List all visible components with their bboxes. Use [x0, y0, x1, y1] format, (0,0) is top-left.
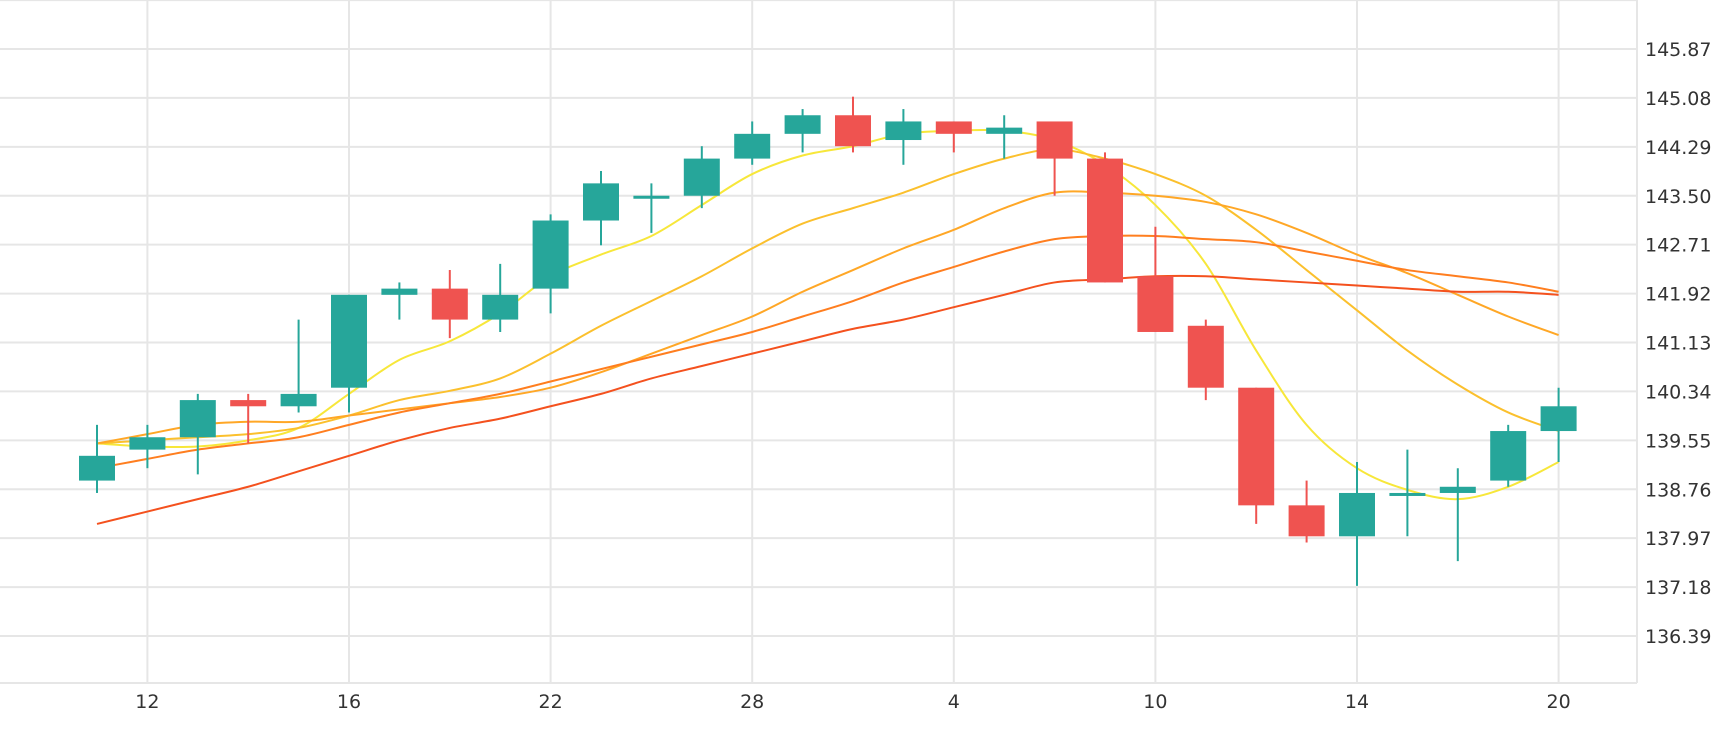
x-tick-label: 14 — [1345, 691, 1369, 713]
candle-body — [1087, 158, 1123, 283]
y-tick-label: 140.34 — [1645, 381, 1711, 403]
x-axis-labels: 12 16 22 28 4 10 14 20 — [135, 691, 1570, 713]
candle — [1389, 449, 1426, 537]
candle-body — [1288, 505, 1325, 537]
x-tick-label: 28 — [740, 691, 764, 713]
candle — [482, 263, 519, 332]
candle-body — [1540, 406, 1577, 432]
y-tick-label: 136.39 — [1645, 626, 1711, 648]
x-tick-label: 10 — [1143, 691, 1167, 713]
candles — [79, 96, 1577, 586]
candle-body — [734, 133, 771, 159]
candle-body — [1187, 325, 1224, 388]
moving-average-lines — [96, 128, 1560, 525]
candle — [1439, 468, 1476, 562]
candle-body — [633, 195, 670, 199]
y-tick-label: 145.87 — [1645, 39, 1711, 61]
candle-body — [431, 288, 468, 320]
candle-body — [230, 400, 267, 407]
y-tick-label: 141.13 — [1645, 333, 1711, 355]
candle — [885, 109, 922, 165]
candle-body — [482, 294, 519, 320]
y-tick-label: 141.92 — [1645, 284, 1711, 306]
candle-body — [835, 115, 871, 147]
candle-body — [885, 121, 922, 141]
candle — [935, 121, 972, 153]
candle-body — [935, 121, 972, 134]
candle — [431, 270, 468, 339]
candle-body — [381, 288, 418, 295]
candle — [1137, 226, 1174, 332]
candle — [633, 183, 670, 233]
ma-line-4 — [96, 234, 1559, 470]
vertical-gridlines — [146, 0, 1560, 683]
ma-line-5 — [96, 274, 1559, 525]
candle — [986, 115, 1023, 159]
candle-body — [1137, 276, 1174, 332]
y-axis-labels: 145.87 145.08 144.29 143.50 142.71 141.92 141.… — [1645, 39, 1711, 648]
x-tick-label: 22 — [539, 691, 563, 713]
candle — [734, 121, 771, 165]
x-tick-label: 20 — [1547, 691, 1571, 713]
horizontal-gridlines — [0, 0, 1637, 637]
candle — [129, 424, 166, 469]
y-tick-label: 138.76 — [1645, 479, 1711, 501]
candle — [230, 393, 267, 444]
candle — [331, 294, 367, 413]
ma-line-1 — [96, 128, 1560, 501]
candle — [683, 146, 720, 209]
candle — [1540, 387, 1577, 463]
y-tick-label: 144.29 — [1645, 137, 1711, 159]
candle — [1238, 387, 1275, 524]
y-tick-label: 139.55 — [1645, 430, 1711, 452]
candle-body — [683, 158, 720, 196]
candle — [79, 424, 115, 493]
candle — [1490, 424, 1527, 487]
candle — [583, 170, 619, 246]
candle — [1036, 121, 1073, 196]
candle-body — [280, 393, 317, 407]
candle-body — [179, 400, 216, 438]
candle — [532, 214, 569, 314]
candle-body — [1490, 431, 1527, 481]
candle-body — [1238, 387, 1275, 506]
candle-body — [79, 455, 115, 481]
candle — [179, 393, 216, 475]
candle — [784, 109, 821, 153]
x-tick-label: 16 — [337, 691, 361, 713]
candle-body — [784, 115, 821, 134]
candle-body — [129, 437, 166, 450]
candle — [381, 282, 418, 320]
candle — [1187, 319, 1224, 401]
candle — [280, 319, 317, 413]
candle — [835, 96, 871, 153]
candle-body — [1036, 121, 1073, 159]
candle-body — [583, 183, 619, 221]
candle-body — [986, 127, 1023, 134]
x-tick-label: 12 — [135, 691, 159, 713]
candle-body — [1339, 492, 1375, 537]
candle-body — [1389, 492, 1426, 496]
y-tick-label: 142.71 — [1645, 235, 1711, 257]
y-tick-label: 137.18 — [1645, 577, 1711, 599]
y-tick-label: 143.50 — [1645, 186, 1711, 208]
candle-body — [532, 220, 569, 289]
candle-body — [1439, 486, 1476, 493]
x-tick-label: 4 — [948, 691, 960, 713]
y-tick-label: 145.08 — [1645, 88, 1711, 110]
ma-line-3 — [96, 190, 1559, 445]
candle — [1087, 152, 1123, 283]
candle — [1288, 480, 1325, 543]
candle — [1339, 462, 1375, 586]
y-tick-label: 137.97 — [1645, 528, 1711, 550]
candle-body — [331, 294, 367, 388]
